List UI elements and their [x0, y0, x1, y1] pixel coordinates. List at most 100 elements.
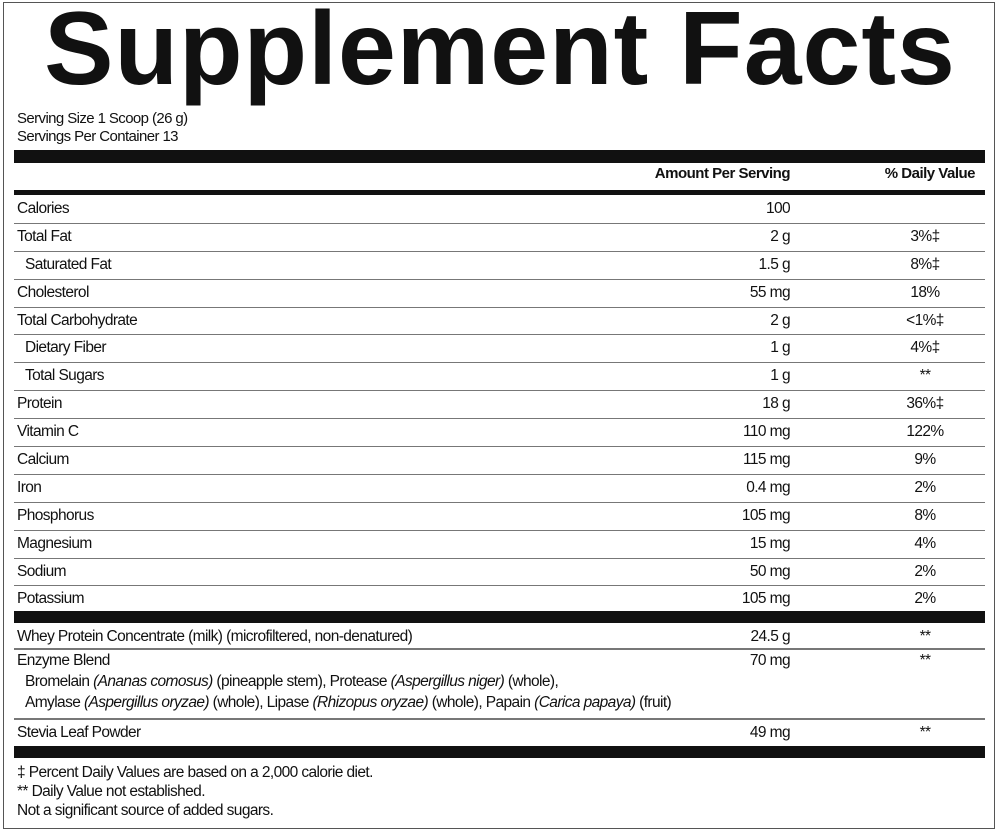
nutrient-amount: 100 [765, 200, 791, 217]
species-name: (Rhizopus oryzae) [312, 694, 429, 711]
nutrient-row: Sodium 50 mg 2% [14, 559, 985, 587]
medium-divider [14, 190, 985, 195]
nutrient-name: Dietary Fiber [25, 339, 107, 357]
nutrient-amount: 105 mg [741, 506, 791, 524]
thick-divider [14, 150, 985, 163]
nutrient-dv: 4%‡ [910, 339, 940, 357]
servings-per-container: Servings Per Container 13 [17, 128, 179, 145]
nutrient-dv: 8% [914, 506, 936, 524]
nutrient-dv: 4% [914, 534, 936, 552]
amount-header: Amount Per Serving [654, 165, 791, 182]
nutrient-row: Phosphorus 105 mg 8% [14, 503, 985, 531]
nutrient-name: Magnesium [17, 534, 92, 552]
nutrient-dv: 3%‡ [910, 227, 940, 245]
nutrient-amount: 50 mg [749, 562, 791, 580]
species-name: (Aspergillus niger) [390, 673, 505, 690]
nutrient-name: Protein [17, 395, 63, 413]
nutrient-row: Total Sugars 1 g ** [14, 363, 985, 392]
nutrient-dv: 2% [914, 590, 936, 608]
species-name: (Aspergillus oryzae) [83, 694, 210, 711]
ingredient-row-whey: Whey Protein Concentrate (milk) (microfi… [14, 624, 985, 650]
nutrient-amount: 105 mg [741, 590, 791, 608]
nutrient-amount: 1.5 g [758, 255, 791, 273]
enzyme-text: (whole), [504, 673, 559, 690]
nutrient-amount: 2 g [770, 311, 790, 329]
nutrient-dv: 2% [914, 562, 936, 580]
enzyme-text: (whole), Papain [428, 694, 535, 711]
ingredient-amount: 49 mg [749, 724, 791, 741]
species-name: (Carica papaya) [534, 694, 636, 711]
nutrient-row: Cholesterol 55 mg 18% [14, 280, 985, 308]
nutrient-name: Total Fat [17, 227, 72, 245]
nutrient-amount: 1 g [770, 339, 790, 357]
nutrient-row: Dietary Fiber 1 g 4%‡ [14, 335, 985, 364]
enzyme-detail-line-2: Amylase (Aspergillus oryzae) (whole), Li… [25, 694, 672, 712]
nutrient-dv: <1%‡ [906, 311, 944, 329]
nutrient-row: Saturated Fat 1.5 g 8%‡ [14, 252, 985, 280]
enzyme-text: (pineapple stem), Protease [212, 673, 391, 690]
thick-divider [14, 746, 985, 758]
ingredient-table: Whey Protein Concentrate (milk) (microfi… [14, 624, 985, 746]
enzyme-text: (fruit) [635, 694, 672, 711]
nutrient-row: Vitamin C 110 mg 122% [14, 419, 985, 448]
nutrient-row: Potassium 105 mg 2% [14, 586, 985, 614]
nutrient-dv: ** [919, 367, 931, 385]
nutrient-amount: 115 mg [743, 451, 791, 469]
nutrient-amount: 18 g [762, 395, 790, 413]
label-title: Supplement Facts [44, 0, 956, 107]
nutrient-amount: 1 g [770, 367, 790, 385]
ingredient-amount: 24.5 g [750, 628, 791, 645]
ingredient-name: Stevia Leaf Powder [17, 724, 141, 741]
nutrient-amount: 55 mg [749, 283, 791, 301]
nutrient-name: Calcium [17, 451, 69, 469]
ingredient-name: Enzyme Blend [17, 652, 110, 669]
nutrient-row: Calories 100 [14, 196, 985, 224]
nutrient-dv: 9% [914, 451, 936, 469]
enzyme-text: Bromelain [25, 673, 94, 690]
ingredient-dv: ** [919, 652, 931, 669]
label-frame [3, 2, 995, 829]
nutrient-amount: 110 mg [743, 423, 791, 441]
nutrient-name: Total Carbohydrate [17, 311, 138, 329]
nutrient-name: Iron [17, 478, 42, 496]
nutrient-dv: 8%‡ [910, 255, 940, 273]
nutrient-name: Vitamin C [17, 423, 79, 441]
nutrient-name: Potassium [17, 590, 85, 608]
nutrient-name: Saturated Fat [25, 255, 112, 273]
thick-divider [14, 611, 985, 623]
nutrient-name: Total Sugars [25, 367, 105, 385]
nutrient-row: Protein 18 g 36%‡ [14, 391, 985, 420]
ingredient-row-enzyme: Enzyme Blend 70 mg ** Bromelain (Ananas … [14, 650, 985, 720]
nutrient-amount: 2 g [770, 227, 790, 245]
nutrient-row: Total Carbohydrate 2 g <1%‡ [14, 308, 985, 336]
nutrient-row: Iron 0.4 mg 2% [14, 475, 985, 503]
serving-size: Serving Size 1 Scoop (26 g) [17, 110, 188, 127]
nutrient-dv: 122% [906, 423, 944, 441]
nutrient-row: Total Fat 2 g 3%‡ [14, 224, 985, 252]
enzyme-detail-line-1: Bromelain (Ananas comosus) (pineapple st… [25, 673, 559, 691]
ingredient-row-stevia: Stevia Leaf Powder 49 mg ** [14, 720, 985, 746]
nutrient-row: Calcium 115 mg 9% [14, 447, 985, 475]
dv-header: % Daily Value [884, 165, 976, 182]
nutrient-dv: 18% [910, 283, 940, 301]
enzyme-text: Amylase [25, 694, 84, 711]
nutrient-amount: 0.4 mg [746, 478, 790, 496]
ingredient-amount: 70 mg [749, 652, 791, 669]
nutrient-dv: 2% [914, 478, 936, 496]
nutrient-name: Cholesterol [17, 283, 89, 301]
enzyme-text: (whole), Lipase [208, 694, 313, 711]
nutrient-row: Magnesium 15 mg 4% [14, 531, 985, 559]
ingredient-dv: ** [919, 724, 931, 741]
nutrient-amount: 15 mg [749, 534, 791, 552]
footnote-not-established: ** Daily Value not established. [17, 783, 206, 800]
ingredient-dv: ** [919, 628, 931, 645]
footnote-dagger: ‡ Percent Daily Values are based on a 2,… [17, 764, 373, 781]
nutrient-table: Calories 100 Total Fat 2 g 3%‡ Saturated Fat 1… [14, 196, 985, 614]
species-name: (Ananas comosus) [93, 673, 213, 690]
nutrient-dv: 36%‡ [906, 395, 944, 413]
ingredient-name: Whey Protein Concentrate (milk) (microfi… [17, 628, 413, 645]
nutrient-name: Calories [17, 200, 70, 217]
footnote-added-sugars: Not a significant source of added sugars… [17, 802, 274, 819]
nutrient-name: Sodium [17, 562, 67, 580]
nutrient-name: Phosphorus [17, 506, 94, 524]
